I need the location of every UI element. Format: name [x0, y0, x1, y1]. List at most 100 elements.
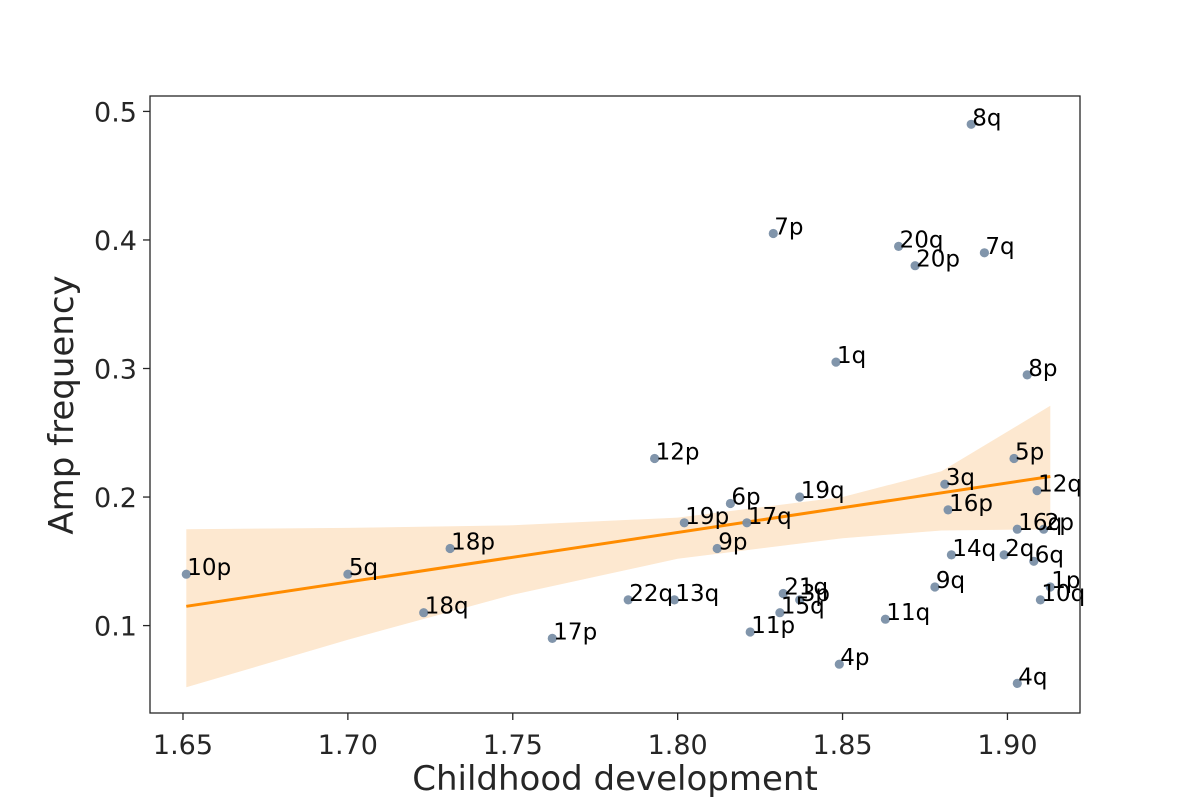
data-point-3p [795, 595, 805, 605]
point-labels-layer: 8q 7p 20q 7q 20p 1q 8p 12p 5p 3q 12q 19q 6p 16p 19p 17q… [187, 105, 1085, 690]
data-point-1q [831, 357, 841, 367]
data-point-9p [712, 543, 722, 554]
point-label-2q: 2q [1005, 536, 1034, 562]
scatter-points-layer [181, 119, 1055, 689]
data-point-20q [894, 241, 904, 251]
data-point-3q [940, 479, 950, 489]
data-point-15q [775, 608, 785, 618]
point-label-14q: 14q [952, 536, 996, 562]
data-point-4q [1012, 678, 1022, 689]
point-label-8p: 8p [1028, 356, 1057, 382]
x-axis: 1.65 1.70 1.75 1.80 1.85 1.90 [153, 713, 1038, 761]
data-point-12p [650, 453, 660, 464]
y-tick-label: 0.2 [94, 483, 137, 514]
plot-area-frame [149, 95, 1081, 714]
x-tick-label: 1.75 [483, 730, 543, 761]
y-tick-label: 0.4 [94, 226, 137, 257]
data-point-13q [669, 595, 680, 605]
point-label-1q: 1q [837, 343, 866, 369]
data-point-10p [181, 569, 191, 579]
point-label-13q: 13q [675, 581, 719, 607]
data-point-18p [445, 543, 455, 554]
point-label-10p: 10p [187, 555, 231, 581]
y-tick-label: 0.5 [94, 97, 137, 128]
point-label-10q: 10q [1041, 581, 1085, 607]
data-point-21q [778, 588, 788, 599]
data-point-4p [834, 659, 844, 669]
data-point-6q [1029, 556, 1039, 566]
y-axis-label: Amp frequency [42, 275, 82, 534]
regression-line [186, 474, 1051, 608]
data-point-20p [910, 261, 920, 271]
point-label-9p: 9p [718, 530, 747, 556]
data-point-9q [930, 582, 940, 592]
point-label-5q: 5q [349, 555, 378, 581]
x-tick-label: 1.90 [977, 730, 1037, 761]
x-tick-label: 1.80 [648, 730, 708, 761]
point-label-1p: 1p [1051, 568, 1080, 594]
point-label-19q: 19q [801, 478, 845, 504]
data-point-16q [1012, 524, 1022, 534]
confidence-band-layer [186, 405, 1051, 688]
data-point-17p [547, 633, 557, 644]
point-label-2p: 2p [1045, 510, 1074, 536]
point-label-19p: 19p [685, 504, 729, 530]
y-axis: 0.1 0.2 0.3 0.4 0.5 [94, 97, 150, 643]
point-label-12q: 12q [1038, 472, 1082, 498]
point-label-7q: 7q [985, 234, 1014, 260]
data-point-7p [768, 228, 778, 239]
data-point-5p [1009, 453, 1019, 464]
data-point-18q [419, 608, 429, 618]
point-label-7p: 7p [774, 215, 803, 241]
y-tick-label: 0.3 [94, 355, 137, 386]
point-label-11q: 11q [886, 600, 930, 626]
point-label-12p: 12p [656, 440, 700, 466]
point-label-20q: 20q [900, 227, 944, 253]
point-label-9q: 9q [936, 568, 965, 594]
x-axis-label: Childhood development [412, 759, 818, 799]
point-label-18q: 18q [425, 594, 469, 620]
point-label-3p: 3p [801, 581, 830, 607]
point-label-8q: 8q [972, 105, 1001, 131]
data-point-10q [1035, 595, 1045, 605]
point-label-20p: 20p [916, 247, 960, 273]
point-label-5p: 5p [1015, 440, 1044, 466]
point-label-4q: 4q [1018, 664, 1047, 690]
data-point-8q [966, 119, 976, 129]
data-point-19p [679, 518, 689, 528]
data-point-5q [343, 569, 353, 579]
point-label-22q: 22q [629, 581, 673, 607]
confidence-band [186, 405, 1051, 688]
point-label-4p: 4p [840, 645, 869, 671]
point-label-16p: 16p [949, 491, 993, 517]
point-label-15q: 15q [781, 594, 825, 620]
data-point-19q [795, 492, 805, 502]
data-point-11q [880, 614, 891, 624]
point-label-21q: 21q [784, 575, 828, 601]
point-label-3q: 3q [946, 465, 975, 491]
data-point-2q [999, 550, 1009, 560]
regression-line-layer [186, 474, 1051, 608]
data-point-6p [725, 498, 736, 509]
point-label-6p: 6p [731, 485, 760, 511]
data-point-14q [946, 550, 957, 560]
data-point-12q [1032, 486, 1042, 496]
point-label-17p: 17p [553, 619, 597, 645]
data-point-22q [623, 595, 633, 605]
data-point-11p [745, 627, 755, 637]
x-tick-label: 1.85 [812, 730, 872, 761]
point-label-6q: 6q [1035, 542, 1064, 568]
point-label-17q: 17q [748, 504, 792, 530]
x-tick-label: 1.65 [153, 730, 213, 761]
point-label-16q: 16q [1018, 510, 1062, 536]
data-point-7q [979, 248, 990, 258]
point-label-18p: 18p [451, 530, 495, 556]
point-label-11p: 11p [751, 613, 795, 639]
y-tick-label: 0.1 [94, 612, 137, 643]
x-tick-label: 1.70 [318, 730, 378, 761]
data-point-17q [742, 518, 752, 528]
data-point-1p [1045, 582, 1055, 592]
data-point-2p [1039, 524, 1049, 534]
data-point-8p [1022, 370, 1032, 380]
